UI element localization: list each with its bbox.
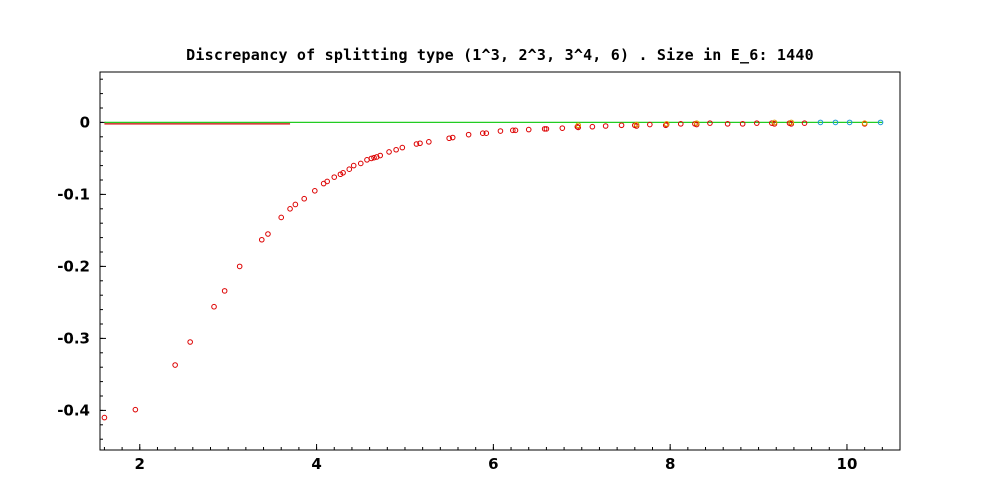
data-point — [278, 214, 285, 221]
data-point — [287, 206, 293, 212]
data-points — [101, 119, 884, 421]
data-point — [575, 124, 582, 131]
data-point — [483, 130, 490, 136]
data-point — [861, 120, 868, 126]
data-point — [633, 121, 640, 128]
data-point — [340, 170, 346, 176]
data-point — [364, 157, 370, 163]
data-point — [510, 127, 516, 134]
data-point — [417, 140, 423, 147]
data-point — [618, 122, 625, 129]
data-point — [817, 119, 824, 126]
x-tick-label: 8 — [665, 455, 675, 473]
data-point — [236, 263, 243, 270]
data-point — [739, 121, 746, 127]
data-point — [132, 406, 139, 413]
data-point — [446, 135, 452, 142]
data-point — [677, 121, 684, 127]
data-point — [265, 231, 271, 237]
x-tick-label: 4 — [311, 455, 321, 473]
data-point — [393, 146, 399, 153]
data-point — [753, 120, 760, 126]
data-point — [541, 126, 548, 132]
data-point — [101, 414, 108, 421]
data-point — [465, 131, 472, 138]
y-axis: 0 -0.1 -0.2 -0.3 -0.4 — [57, 78, 106, 440]
data-point — [221, 288, 228, 294]
data-point — [479, 130, 486, 136]
chart-title: Discrepancy of splitting type (1^3, 2^3,… — [186, 46, 814, 64]
data-point — [187, 339, 193, 345]
data-point — [602, 123, 609, 129]
y-tick-label: -0.2 — [57, 257, 90, 275]
data-point — [331, 174, 338, 180]
data-point — [543, 126, 550, 132]
data-point — [211, 303, 217, 310]
data-point — [312, 188, 318, 194]
data-point — [449, 134, 456, 141]
x-axis: 2 4 6 8 10 — [103, 444, 901, 473]
data-point — [846, 119, 853, 126]
data-point — [559, 125, 566, 131]
data-point — [386, 149, 392, 155]
data-point — [877, 119, 884, 126]
y-tick-label: -0.1 — [57, 185, 90, 203]
data-point — [371, 154, 377, 161]
data-point — [724, 121, 731, 127]
x-tick-label: 2 — [135, 455, 145, 473]
data-point — [172, 362, 178, 368]
data-point — [368, 155, 375, 162]
data-point — [350, 162, 357, 169]
data-point — [771, 119, 778, 126]
data-point — [324, 178, 330, 185]
data-point — [373, 154, 380, 160]
y-tick-label: 0 — [80, 113, 90, 131]
data-point — [525, 126, 532, 133]
data-point — [663, 121, 670, 127]
data-point — [301, 195, 307, 202]
data-point — [647, 121, 653, 128]
data-point — [512, 127, 519, 134]
x-tick-label: 10 — [837, 455, 858, 473]
data-point — [357, 160, 364, 167]
data-point — [399, 144, 406, 151]
data-point — [292, 201, 299, 208]
data-point — [769, 120, 775, 126]
y-tick-label: -0.3 — [57, 329, 90, 347]
data-point — [575, 122, 582, 129]
data-point — [258, 236, 265, 243]
data-point — [707, 120, 713, 126]
plot-frame — [99, 71, 901, 451]
data-point — [346, 166, 353, 172]
data-point — [788, 119, 795, 126]
x-tick-label: 6 — [488, 455, 498, 473]
data-point — [377, 152, 384, 159]
data-point — [497, 128, 504, 134]
data-point — [589, 123, 596, 130]
reference-lines — [104, 121, 883, 125]
data-point — [426, 139, 432, 145]
data-point — [832, 119, 839, 126]
y-tick-label: -0.4 — [57, 401, 90, 419]
data-point — [413, 141, 420, 147]
data-point — [801, 120, 808, 126]
data-point — [693, 120, 700, 126]
